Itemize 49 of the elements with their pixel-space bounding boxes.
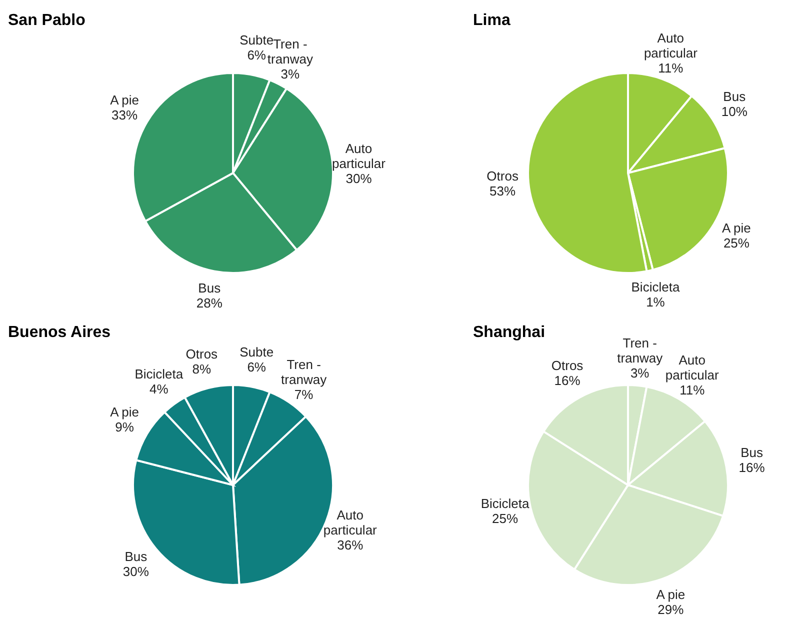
slice-label: Auto particular bbox=[665, 352, 720, 383]
slice-label: Bicicleta bbox=[134, 367, 184, 382]
slice-label: Subte bbox=[240, 33, 274, 48]
data-label: 11% bbox=[680, 382, 706, 398]
slice-label: Bus bbox=[740, 445, 764, 460]
data-label: 29% bbox=[658, 602, 684, 618]
data-label: 16% bbox=[738, 460, 766, 476]
slice-label: Bus bbox=[124, 549, 148, 564]
data-label: 25% bbox=[723, 236, 750, 252]
slice-label: Tren - tranway bbox=[617, 336, 664, 366]
data-label: 9% bbox=[115, 420, 134, 435]
chart-title: Shanghai bbox=[473, 324, 546, 342]
data-label: 25% bbox=[492, 511, 518, 526]
slice-label: Bus bbox=[198, 280, 222, 296]
slice-label: Otros bbox=[186, 346, 218, 362]
slice-label: Bicicleta bbox=[480, 496, 530, 512]
slice-label: Auto particular bbox=[323, 508, 378, 538]
data-label: 10% bbox=[721, 104, 748, 120]
data-label: 30% bbox=[346, 172, 372, 187]
slice-label: A pie bbox=[110, 404, 140, 420]
data-label: 11% bbox=[658, 60, 684, 76]
data-label: 3% bbox=[280, 67, 300, 82]
slice-label: A pie bbox=[110, 92, 140, 108]
data-label: 16% bbox=[554, 374, 581, 389]
data-label: 28% bbox=[196, 296, 223, 311]
slice-label: Tren - tranway bbox=[281, 357, 328, 388]
data-label: 1% bbox=[646, 294, 666, 310]
data-label: 6% bbox=[247, 48, 266, 64]
data-label: 6% bbox=[247, 360, 266, 376]
slice-label: Bus bbox=[723, 89, 746, 104]
slice-label: Auto particular bbox=[644, 30, 698, 61]
slice-label: Auto particular bbox=[332, 142, 386, 172]
data-label: 3% bbox=[630, 366, 650, 381]
data-label: 33% bbox=[112, 108, 138, 123]
data-label: 7% bbox=[294, 387, 314, 402]
slice-label: Subte bbox=[240, 345, 274, 360]
data-label: 30% bbox=[122, 564, 150, 580]
chart-title: Lima bbox=[473, 12, 510, 30]
chart-title: Buenos Aires bbox=[8, 324, 111, 342]
data-label: 36% bbox=[337, 538, 364, 553]
data-label: 4% bbox=[150, 382, 169, 397]
slice-label: Otros bbox=[551, 358, 584, 374]
chart-title: San Pablo bbox=[8, 12, 86, 30]
slice-label: A pie bbox=[656, 587, 686, 602]
slice-label: Otros bbox=[486, 168, 519, 184]
slice-label: A pie bbox=[722, 221, 751, 236]
data-label: 53% bbox=[490, 184, 516, 199]
slice-label: Bicicleta bbox=[631, 280, 680, 295]
data-label: 8% bbox=[192, 362, 212, 377]
